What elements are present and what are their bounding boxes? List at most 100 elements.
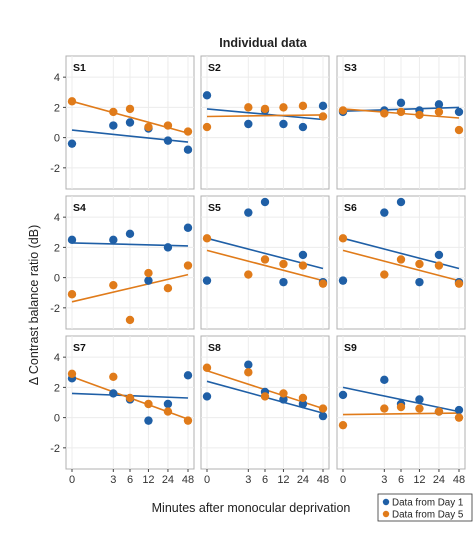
day1-point [380,375,389,385]
panel-s2: S2 [200,55,330,190]
day1-point [109,235,118,245]
day1-point [109,121,118,130]
day1-point [318,101,328,111]
day5-point [298,101,308,111]
day5-point [415,259,424,269]
day1-point [144,276,153,285]
day5-point [338,106,348,115]
x-tick-label: 12 [142,474,154,486]
day5-point [434,261,444,270]
day1-point [298,250,308,260]
legend-box [377,493,473,522]
day5-point [434,107,444,117]
day5-point [279,389,288,398]
day5-point [163,283,173,293]
day1-point [396,197,406,207]
day1-point [279,395,288,404]
panel-s5: S5 [200,195,330,330]
y-tick-label: 2 [54,102,60,114]
day1-point [434,100,444,109]
day5-point [279,259,288,269]
day5-point [67,97,77,106]
y-tick-label: -2 [50,443,60,455]
day1-point [298,122,308,132]
day5-point [67,369,77,378]
legend-marker [382,498,390,506]
day1-point [163,136,173,145]
day1-point [125,118,135,127]
y-tick-label: 4 [54,212,60,224]
panel-label: S7 [73,342,86,354]
day5-point [183,416,193,425]
day5-point [318,279,328,288]
day5-point [260,104,270,114]
day1-point [244,360,253,369]
day5-point [202,363,212,372]
y-tick-label: -2 [50,303,60,315]
x-tick-label: 3 [110,474,116,486]
day1-point [144,416,153,425]
day1-point [454,107,464,117]
day1-point [163,399,173,409]
day5-point [454,279,464,288]
panel-s1: -2 0 2 4 S1 [50,55,195,190]
day1-point [202,392,212,401]
x-tick-label: 24 [162,474,174,486]
day5-point [396,402,406,412]
day1-point [434,250,444,260]
day5-point [109,107,118,117]
day5-point [244,270,253,279]
y-tick-label: 2 [54,242,60,254]
panel-s8: 0 3 6 12 24 48 S8 [200,335,330,486]
day1-point [396,98,406,108]
panel-s4: -2 0 2 4 S4 [50,195,195,330]
day5-point [163,407,173,416]
day1-point [125,229,135,238]
day1-point [454,405,464,415]
x-tick-label: 12 [277,474,289,486]
day5-point [415,110,424,120]
panel-s6: S6 [336,195,466,330]
x-tick-label: 6 [398,474,404,486]
day5-point [338,234,348,243]
day1-point [244,119,253,129]
day5-point [125,104,135,114]
day5-point [318,112,328,121]
day5-point [183,261,193,270]
panel-label: S6 [344,202,357,214]
day5-point [260,392,270,401]
panel-label: S5 [208,202,221,214]
day1-point [415,277,424,287]
x-tick-label: 3 [381,474,387,486]
day5-point [125,315,135,325]
day5-point [202,122,212,132]
day5-point [434,407,444,416]
day5-point [163,121,173,130]
day1-point [163,243,173,252]
day5-point [380,109,389,118]
day1-point [260,197,270,207]
day5-point [144,122,153,132]
panel-label: S4 [73,202,86,214]
y-tick-label: 2 [54,382,60,394]
panel-label: S8 [208,342,221,354]
x-tick-label: 0 [69,474,75,486]
day5-point [109,280,118,290]
day5-point [380,404,389,413]
day1-point [244,208,253,217]
day5-point [279,103,288,112]
day5-point [298,261,308,270]
x-tick-label: 48 [317,474,329,486]
x-axis-label: Minutes after monocular deprivation [152,501,351,515]
day5-point [454,125,464,135]
panel-label: S3 [344,62,357,74]
x-tick-label: 3 [245,474,251,486]
day1-point [338,390,348,400]
y-tick-label: 4 [54,72,60,84]
y-tick-label: 4 [54,352,60,364]
panel-s9: 0 3 6 12 24 48 S9 [336,335,466,486]
day1-point [380,208,389,217]
day1-point [279,119,288,129]
